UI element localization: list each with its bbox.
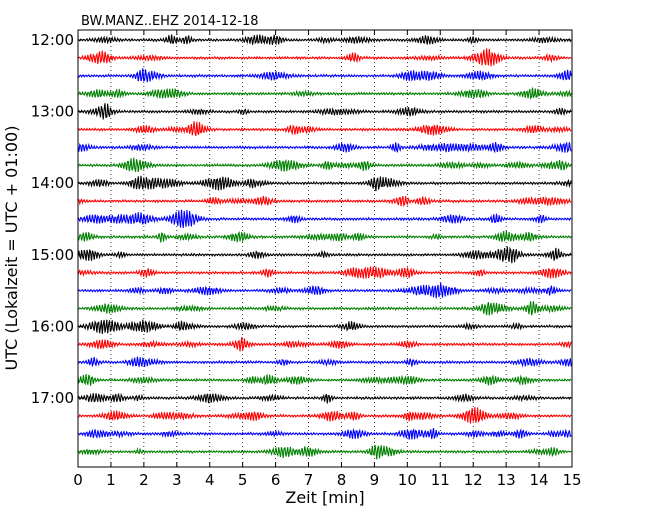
- x-tick-label: 2: [139, 471, 149, 489]
- trace-line: [77, 444, 572, 460]
- y-axis: 12:00 13:00 14:00 15:00 16:00 17:00: [31, 31, 572, 407]
- trace-line: [77, 427, 572, 440]
- trace-line: [77, 301, 572, 316]
- x-tick-label: 1: [106, 471, 116, 489]
- x-tick-label: 5: [238, 471, 248, 489]
- plot-area: [78, 30, 572, 467]
- trace-line: [77, 68, 572, 83]
- trace-line: [77, 406, 572, 424]
- trace-line: [77, 266, 572, 279]
- trace-line: [77, 175, 572, 192]
- x-tick-label: 11: [431, 471, 450, 489]
- x-tick-label: 6: [271, 471, 281, 489]
- trace-line: [77, 48, 572, 67]
- trace-line: [77, 121, 572, 136]
- trace-line: [77, 87, 572, 100]
- x-tick-label: 7: [304, 471, 314, 489]
- x-tick-label: 3: [172, 471, 182, 489]
- x-axis-label: Zeit [min]: [285, 488, 364, 507]
- trace-line: [77, 195, 572, 208]
- traces-group: [77, 34, 572, 460]
- y-axis-label: UTC (Lokalzeit = UTC + 01:00): [2, 126, 21, 371]
- trace-line: [77, 282, 572, 299]
- x-tick-label: 12: [464, 471, 483, 489]
- y-tick-label: 17:00: [31, 389, 74, 407]
- y-tick-label: 14:00: [31, 174, 74, 192]
- x-tick-label: 8: [337, 471, 347, 489]
- trace-line: [77, 319, 572, 335]
- plot-frame: [77, 29, 573, 468]
- chart-title: BW.MANZ..EHZ 2014-12-18: [81, 14, 259, 29]
- trace-line: [77, 373, 572, 386]
- trace-line: [77, 141, 572, 154]
- x-tick-label: 13: [497, 471, 516, 489]
- trace-line: [77, 356, 572, 368]
- y-tick-label: 12:00: [31, 31, 74, 49]
- x-tick-label: 9: [370, 471, 380, 489]
- x-tick-label: 14: [530, 471, 549, 489]
- trace-line: [77, 103, 572, 120]
- x-tick-label: 4: [205, 471, 215, 489]
- trace-line: [77, 246, 572, 264]
- trace-line: [77, 209, 572, 229]
- trace-line: [77, 34, 572, 46]
- y-tick-label: 13:00: [31, 103, 74, 121]
- x-axis: 0 1 2 3 4 5 6 7 8 9 10 11 12 13 14 15: [73, 30, 582, 489]
- x-tick-label: 0: [73, 471, 83, 489]
- trace-line: [77, 230, 572, 243]
- y-tick-label: 15:00: [31, 246, 74, 264]
- x-tick-label: 15: [562, 471, 581, 489]
- trace-line: [77, 337, 572, 352]
- trace-line: [77, 392, 572, 404]
- y-tick-label: 16:00: [31, 317, 74, 335]
- trace-line: [77, 157, 572, 172]
- x-tick-label: 10: [398, 471, 417, 489]
